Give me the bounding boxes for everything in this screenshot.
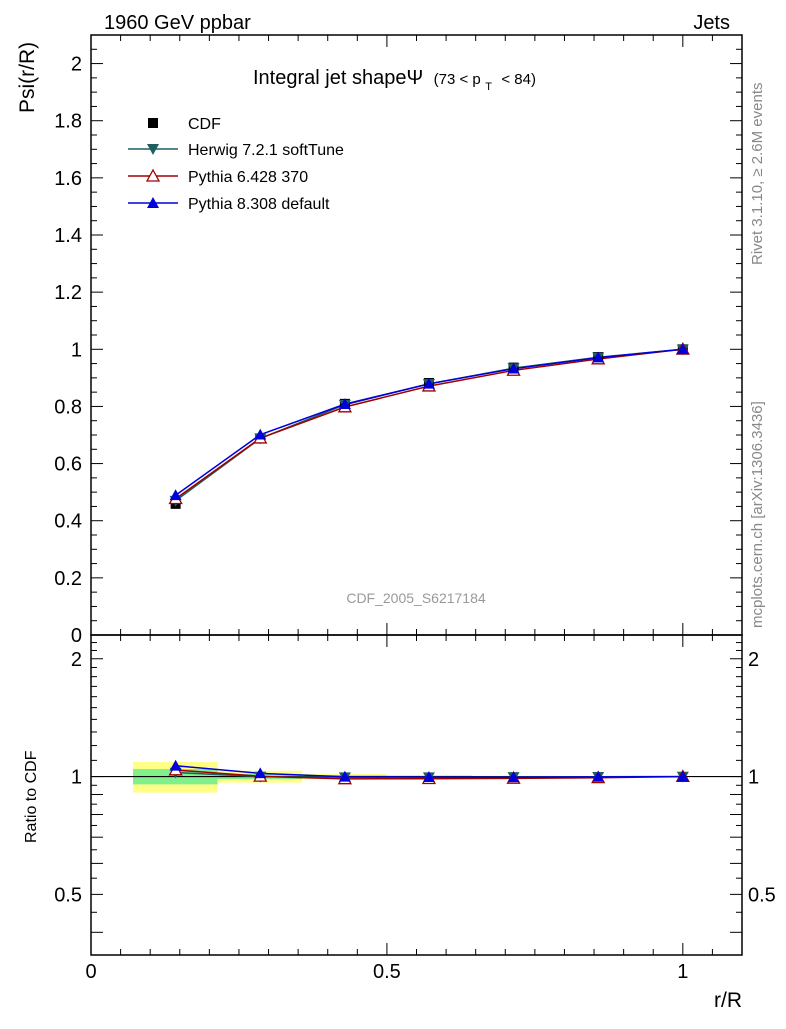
series-line-0: [176, 349, 683, 500]
legend-entry-pythia8: Pythia 8.308 default: [128, 196, 330, 213]
legend-label-pythia8: Pythia 8.308 default: [188, 196, 330, 213]
title-range-end: < 84): [501, 71, 536, 88]
y-tick-label: 0.2: [54, 568, 82, 590]
ratio-axis-label: Ratio to CDF: [23, 750, 40, 843]
y-tick-label: 1.2: [54, 282, 82, 304]
y-tick-label: 0: [71, 625, 82, 647]
series-line-1: [176, 349, 683, 498]
plot-title: Integral jet shapeΨ (73 < p T < 84): [253, 67, 536, 94]
header-left: 1960 GeV ppbar: [104, 12, 251, 34]
legend-label-cdf: CDF: [188, 116, 221, 133]
series-lines: [176, 349, 683, 779]
ratio-plot-frame: [91, 635, 742, 955]
y-tick-label: 1.6: [54, 168, 82, 190]
legend-entry-pythia6: Pythia 6.428 370: [128, 169, 308, 186]
y-tick-label: 1: [71, 339, 82, 361]
ratio-tick-label-left: 2: [71, 649, 82, 671]
axis-ticks: 0 0.5 1 0 0.2 0.4 0.6 0.8 1 1.2 1.4 1.6 1.8 2 0.5 0.5 1 1…: [54, 35, 776, 983]
y-axis-label: Psi(r/R): [16, 42, 39, 113]
y-tick-label: 2: [71, 54, 82, 76]
legend-entry-herwig: Herwig 7.2.1 softTune: [128, 142, 344, 159]
x-tick-label: 0.5: [373, 961, 401, 983]
y-tick-label: 1.4: [54, 225, 82, 247]
x-tick-label: 0: [85, 961, 96, 983]
series-point-2: [170, 489, 182, 500]
x-tick-label: 1: [677, 961, 688, 983]
legend: CDF Herwig 7.2.1 softTune Pythia 6.428 3…: [128, 116, 344, 213]
series-line-2: [176, 349, 683, 495]
y-tick-label: 1.8: [54, 111, 82, 133]
title-range: (73 < p: [434, 71, 481, 88]
ratio-tick-label-right: 2: [748, 649, 759, 671]
title-main: Integral jet shapeΨ: [253, 67, 423, 89]
ratio-tick-label-left: 0.5: [54, 884, 82, 906]
header-right: Jets: [693, 12, 730, 34]
rivet-label: Rivet 3.1.10, ≥ 2.6M events: [749, 83, 766, 266]
y-tick-label: 0.4: [54, 511, 82, 533]
y-tick-label: 0.8: [54, 396, 82, 418]
analysis-watermark: CDF_2005_S6217184: [346, 590, 486, 606]
ratio-tick-label-right: 0.5: [748, 884, 776, 906]
title-range-sub: T: [485, 81, 492, 93]
legend-label-herwig: Herwig 7.2.1 softTune: [188, 142, 344, 159]
legend-label-pythia6: Pythia 6.428 370: [188, 169, 308, 186]
legend-marker-cdf: [148, 118, 158, 128]
series-markers: [170, 343, 689, 783]
x-axis-label: r/R: [714, 989, 742, 1012]
ratio-tick-label-right: 1: [748, 767, 759, 789]
mcplots-label: mcplots.cern.ch [arXiv:1306.3436]: [749, 401, 766, 628]
y-tick-label: 0.6: [54, 454, 82, 476]
ratio-tick-label-left: 1: [71, 767, 82, 789]
legend-entry-cdf: CDF: [148, 116, 221, 133]
